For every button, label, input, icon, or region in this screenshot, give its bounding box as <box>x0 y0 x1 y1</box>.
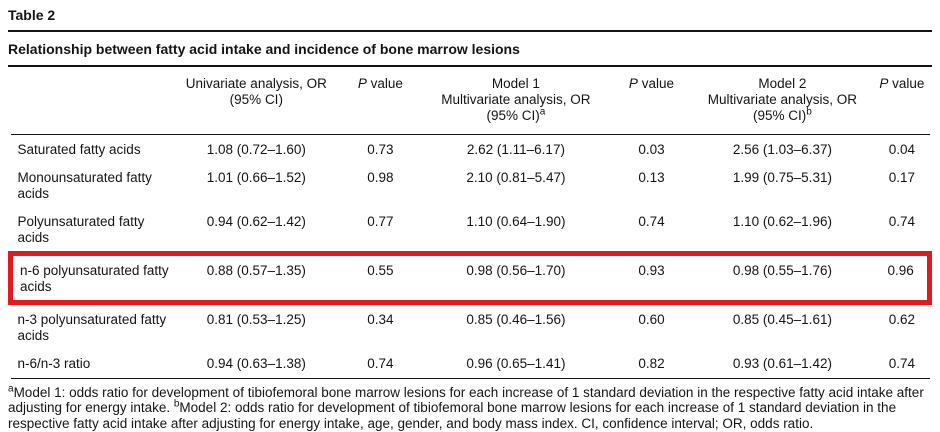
p-value-cell: 0.03 <box>638 141 665 157</box>
univariate-or-cell: 0.94 (0.63–1.38) <box>206 356 306 371</box>
model2-or-cell: 0.85 (0.45–1.61) <box>732 312 832 327</box>
model1-or-cell: 2.10 (0.81–5.47) <box>466 170 566 185</box>
footnote-marker-b: b <box>806 106 812 117</box>
table-row-saturated: Saturated fatty acids 1.08 (0.72–1.60) 0… <box>11 134 930 163</box>
table-title: Relationship between fatty acid intake a… <box>8 40 520 57</box>
univariate-or-cell: 1.01 (0.66–1.52) <box>206 170 306 185</box>
model1-or-cell: 2.62 (1.11–6.17) <box>466 141 565 157</box>
p-value-cell: 0.62 <box>888 312 916 327</box>
header-row: Univariate analysis, OR (95% CI) P value… <box>10 66 930 135</box>
col-header-pvalue-univariate: P value <box>341 66 420 135</box>
rule-table-top <box>8 64 932 67</box>
table-row-monounsaturated: Monounsaturated fatty acids 1.01 (0.66–1… <box>11 163 930 207</box>
model1-or-cell: 0.85 (0.46–1.56) <box>466 312 566 327</box>
p-value-cell: 0.74 <box>638 214 665 229</box>
row-label: Monounsaturated fatty acids <box>17 170 152 201</box>
table-row-n3-polyunsaturated: n-3 polyunsaturated fatty acids 0.81 (0.… <box>11 303 930 350</box>
model2-or-cell: 1.10 (0.62–1.96) <box>732 214 832 229</box>
row-label: n-6/n-3 ratio <box>17 356 91 371</box>
model2-or-cell: 1.99 (0.75–5.31) <box>732 170 832 185</box>
univariate-or-cell: 0.88 (0.57–1.35) <box>171 251 342 305</box>
table-footnote: aModel 1: odds ratio for development of … <box>8 379 932 432</box>
p-value-cell: 0.73 <box>367 141 394 157</box>
footnote-model2-text: Model 2: odds ratio for development of t… <box>8 400 897 431</box>
table-row-n6-polyunsaturated-highlighted: n-6 polyunsaturated fatty acids 0.88 (0.… <box>8 251 933 305</box>
rule-under-label <box>8 30 932 32</box>
p-value-cell: 0.74 <box>367 356 394 371</box>
univariate-or-cell: 0.81 (0.53–1.25) <box>206 312 306 327</box>
model2-or-cell: 2.56 (1.03–6.37) <box>732 141 832 157</box>
row-label: Polyunsaturated fatty acids <box>17 214 145 245</box>
row-label: Saturated fatty acids <box>17 141 141 157</box>
model1-or-cell: 0.98 (0.56–1.70) <box>419 251 613 305</box>
row-label: n-3 polyunsaturated fatty acids <box>17 312 167 343</box>
p-value-cell: 0.04 <box>888 141 916 157</box>
model1-or-cell: 1.10 (0.64–1.90) <box>466 214 566 229</box>
col-header-pvalue-model2: P value <box>874 66 930 135</box>
univariate-or-cell: 0.94 (0.62–1.42) <box>206 214 306 229</box>
col-header-model2: Model 2 Multivariate analysis, OR (95% C… <box>690 66 875 135</box>
results-table: Univariate analysis, OR (95% CI) P value… <box>8 66 933 379</box>
p-value-cell: 0.74 <box>888 214 916 229</box>
footnote-marker-b: b <box>173 398 180 410</box>
row-label: n-6 polyunsaturated fatty acids <box>8 251 172 305</box>
model2-or-cell: 0.98 (0.55–1.76) <box>690 251 875 305</box>
footnote-marker-a: a <box>8 383 14 394</box>
col-header-pvalue-model1: P value <box>612 66 691 135</box>
footnote-model1-text: Model 1: odds ratio for development of t… <box>8 384 924 416</box>
col-header-model1: Model 1 Multivariate analysis, OR (95% C… <box>419 66 613 135</box>
p-value-cell: 0.13 <box>638 170 665 185</box>
model2-or-cell: 0.93 (0.61–1.42) <box>732 356 832 371</box>
p-value-cell: 0.74 <box>888 356 916 371</box>
p-value-cell: 0.93 <box>612 251 691 305</box>
col-header-univariate: Univariate analysis, OR (95% CI) <box>171 66 342 135</box>
p-value-cell: 0.98 <box>367 170 394 185</box>
footnote-marker-a: a <box>539 106 546 117</box>
p-value-cell: 0.96 <box>874 251 933 305</box>
p-value-cell: 0.55 <box>341 251 420 305</box>
col-header-empty <box>10 66 172 135</box>
p-value-cell: 0.82 <box>638 356 665 371</box>
p-value-cell: 0.77 <box>367 214 394 229</box>
p-value-cell: 0.17 <box>888 170 916 185</box>
p-value-cell: 0.34 <box>367 312 394 327</box>
table-row-polyunsaturated: Polyunsaturated fatty acids 0.94 (0.62–1… <box>11 207 930 254</box>
table-number-label: Table 2 <box>8 7 56 23</box>
table-row-n6-n3-ratio: n-6/n-3 ratio 0.94 (0.63–1.38) 0.74 0.96… <box>11 349 930 378</box>
univariate-or-cell: 1.08 (0.72–1.60) <box>206 141 306 157</box>
model1-or-cell: 0.96 (0.65–1.41) <box>466 356 566 371</box>
p-value-cell: 0.60 <box>638 312 665 327</box>
